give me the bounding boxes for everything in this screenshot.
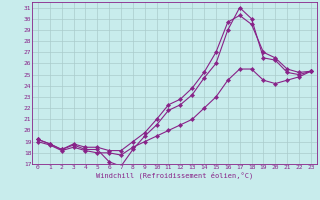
- X-axis label: Windchill (Refroidissement éolien,°C): Windchill (Refroidissement éolien,°C): [96, 171, 253, 179]
